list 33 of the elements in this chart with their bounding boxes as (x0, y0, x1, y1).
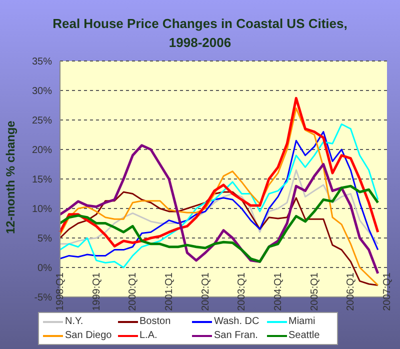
legend-label: Seattle (288, 330, 320, 341)
x-tick-label: 2005:Q1 (309, 272, 320, 311)
y-tick-label: 25% (32, 116, 52, 127)
legend-label: Miami (288, 316, 316, 327)
x-tick-label: 2003:Q1 (236, 272, 248, 311)
y-tick-label: 5% (38, 234, 52, 245)
y-axis-title: 12-month % change (3, 120, 18, 234)
legend-label: San Fran. (214, 330, 258, 341)
y-tick-label: 20% (32, 145, 52, 156)
line-series (59, 169, 379, 245)
y-tick-label: 0% (38, 263, 52, 274)
legend-label: Wash. DC (214, 316, 260, 327)
x-tick-label: 2004:Q1 (273, 272, 284, 311)
x-tick-label: 2006:Q1 (346, 272, 357, 311)
chart-title: Real House Price Changes in Coastal US Cities, 1998-2006 (52, 15, 348, 52)
x-tick-label: 2002:Q1 (200, 272, 212, 311)
x-tick-label: 1998:Q1 (55, 272, 66, 311)
legend-label: San Diego (65, 330, 112, 341)
line-series (58, 96, 380, 248)
y-tick-label: -5% (34, 292, 52, 304)
y-tick-label: 10% (32, 204, 52, 216)
x-tick-label: 2007:Q1 (382, 272, 393, 311)
line-series (58, 144, 380, 275)
x-tick-label: 1999:Q1 (91, 272, 102, 311)
x-tick-label: 2001:Q1 (164, 272, 175, 311)
y-tick-label: 35% (32, 56, 52, 68)
x-tick-label: 2000:Q1 (128, 272, 139, 311)
line-series (58, 184, 380, 263)
y-tick-label: 30% (32, 86, 52, 98)
legend-label: Boston (140, 316, 171, 327)
legend-label: N.Y. (65, 316, 84, 327)
legend-label: L.A. (140, 330, 158, 341)
y-tick-label: 15% (32, 174, 52, 186)
